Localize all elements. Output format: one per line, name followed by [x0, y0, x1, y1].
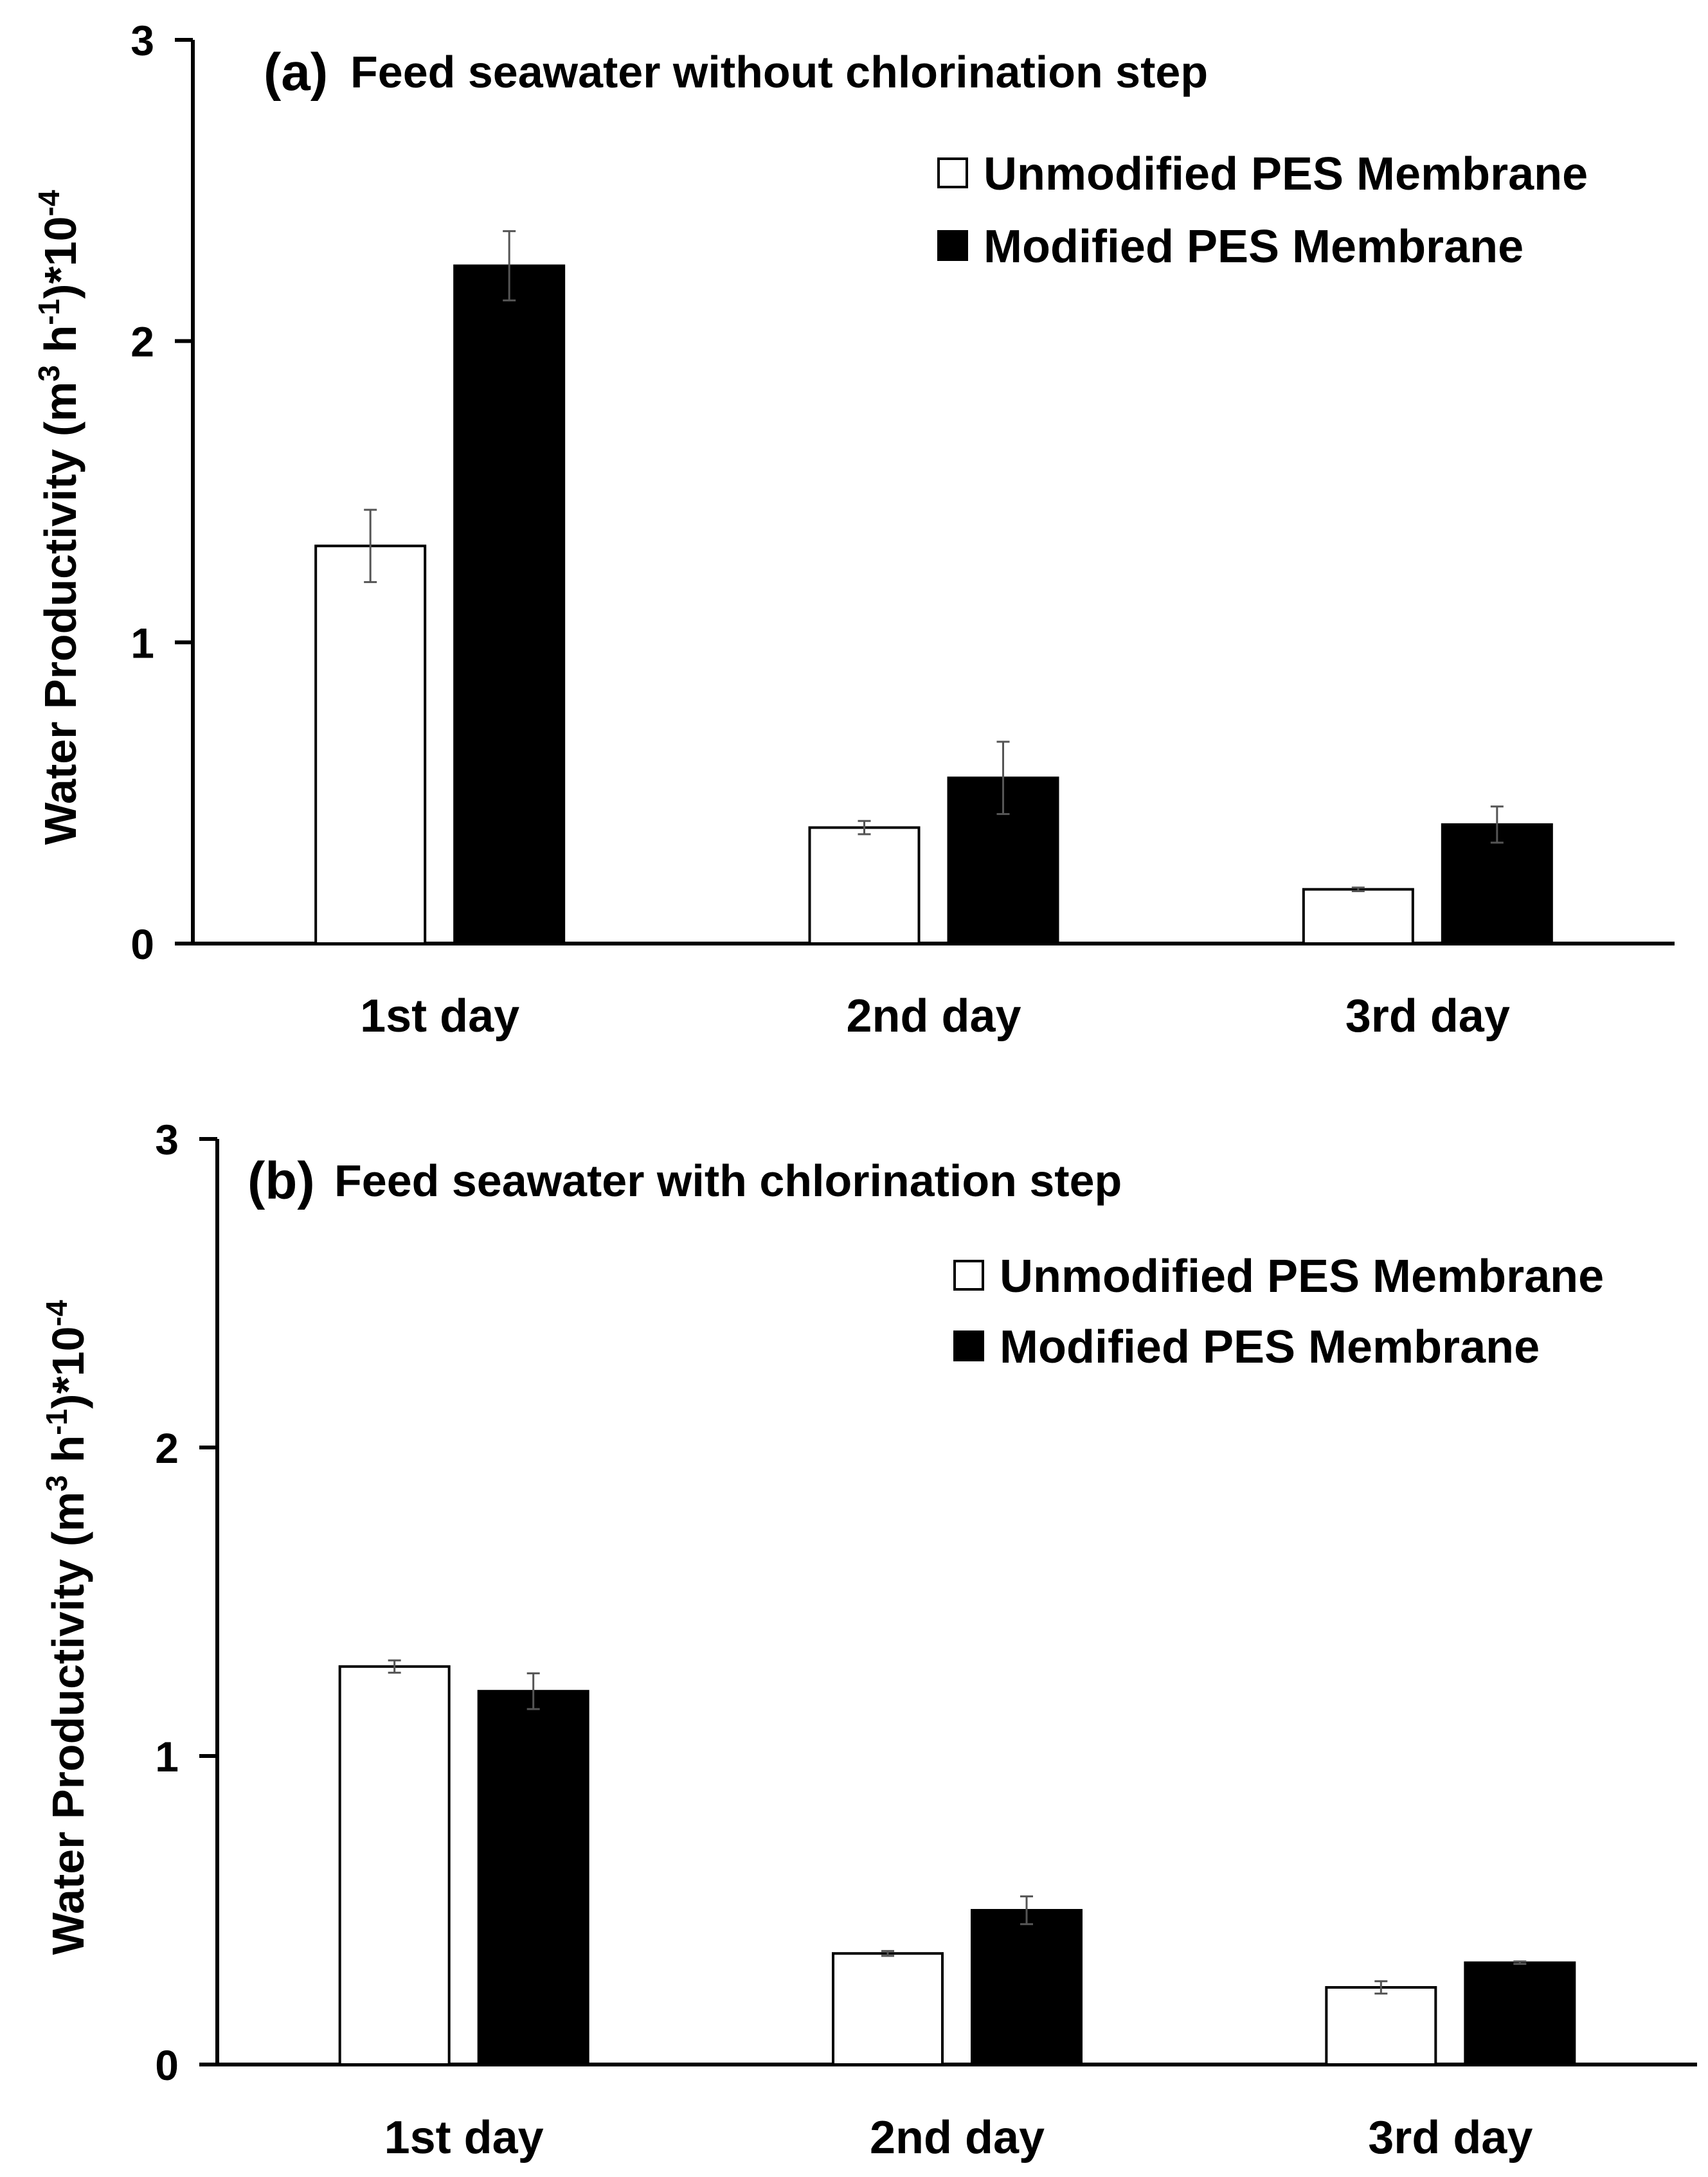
category-label: 1st day [384, 2112, 544, 2164]
bar-unmodified [1325, 1986, 1437, 2066]
panel-letter: (a) [264, 43, 328, 102]
legend-swatch-unmodified [953, 1260, 984, 1291]
legend-label-modified: Modified PES Membrane [984, 221, 1524, 273]
bar-unmodified [808, 826, 921, 945]
category-label: 1st day [360, 990, 519, 1042]
y-tick-label: 1 [155, 1733, 179, 1780]
chart-panel-b: 0 1 2 3 1st day 2nd day 3rd day (b) Feed seawate… [40, 1116, 1697, 2164]
y-axis-label-sup: 3 [32, 365, 66, 382]
bar-modified [1441, 823, 1553, 945]
bar-modified [453, 264, 566, 945]
legend-swatch-modified [953, 1330, 984, 1361]
y-axis-label-part: Water Productivity (m [43, 1492, 93, 1955]
y-axis-label-part: h [43, 1435, 93, 1475]
y-axis-label: Water Productivity (m3 h-1)*10-4 [40, 1300, 93, 1955]
y-axis-label-sup: -4 [32, 190, 66, 216]
y-axis-label-sup: 3 [40, 1475, 73, 1492]
bar-modified [477, 1690, 589, 2066]
y-tick-label: 3 [130, 17, 154, 64]
y-axis-label-sup: -4 [40, 1300, 73, 1326]
category-label: 3rd day [1345, 990, 1510, 1042]
bar-unmodified [314, 544, 427, 945]
category-label: 3rd day [1368, 2112, 1533, 2164]
y-axis-label-sup: -1 [40, 1409, 73, 1435]
bar-unmodified [338, 1665, 451, 2066]
bar-modified [971, 1909, 1083, 2066]
bar-unmodified [832, 1952, 944, 2066]
legend-swatch-unmodified [937, 157, 968, 188]
bar-unmodified [1302, 888, 1414, 945]
y-axis-label-part: )*10 [35, 216, 85, 298]
y-axis-label-sup: -1 [32, 299, 66, 325]
y-tick-label: 2 [130, 318, 154, 366]
y-axis-label-part: Water Productivity (m [35, 382, 85, 845]
y-tick-label: 2 [155, 1424, 179, 1472]
legend-label-unmodified: Unmodified PES Membrane [984, 148, 1588, 200]
y-tick-label: 3 [155, 1116, 179, 1163]
y-axis-label-part: h [35, 325, 85, 365]
y-tick-label: 1 [130, 619, 154, 667]
y-tick-label: 0 [155, 2041, 179, 2089]
chart-title: Feed seawater with chlorination step [334, 1156, 1122, 1206]
legend-swatch-modified [937, 230, 968, 261]
bar-modified [1464, 1961, 1576, 2066]
chart-title: Feed seawater without chlorination step [350, 47, 1208, 97]
legend-label-unmodified: Unmodified PES Membrane [1000, 1251, 1604, 1302]
panel-letter: (b) [247, 1152, 315, 1210]
y-axis-label: Water Productivity (m3 h-1)*10-4 [32, 190, 85, 845]
y-axis-label-part: )*10 [43, 1326, 93, 1408]
y-tick-label: 0 [130, 920, 154, 968]
chart-panel-a: 0 1 2 3 1st day 2nd day 3rd day (a) Feed seawate… [32, 17, 1675, 1042]
category-label: 2nd day [846, 990, 1021, 1042]
category-label: 2nd day [870, 2112, 1045, 2164]
legend-label-modified: Modified PES Membrane [1000, 1321, 1540, 1373]
